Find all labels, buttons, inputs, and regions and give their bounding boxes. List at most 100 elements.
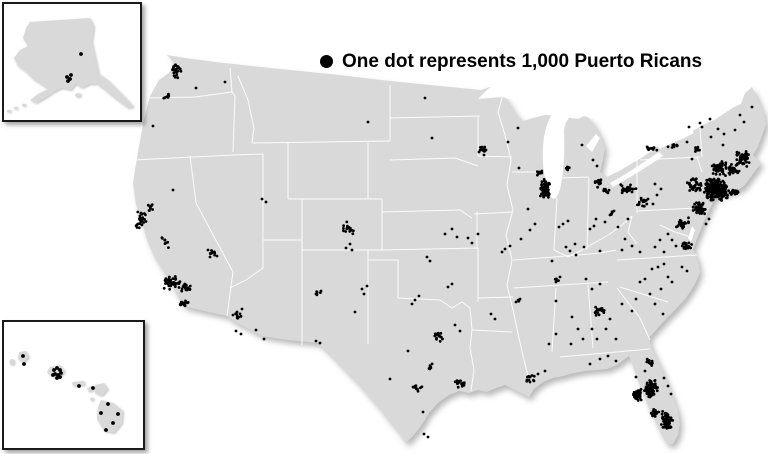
population-dot [169, 278, 173, 282]
population-dot [696, 201, 700, 205]
population-dot [685, 140, 689, 144]
population-dot [436, 333, 440, 337]
population-dot [581, 337, 585, 341]
population-dot [730, 163, 733, 166]
population-dot [595, 180, 599, 184]
population-dot [702, 190, 706, 194]
population-dot [419, 386, 422, 390]
population-dot [450, 227, 454, 231]
population-dot [621, 187, 625, 190]
population-dot [610, 211, 614, 214]
population-dot [705, 194, 709, 198]
population-dot [557, 279, 560, 282]
population-dot [652, 146, 655, 150]
alaska-map-svg [7, 18, 134, 113]
population-dot [687, 216, 690, 220]
population-dot [592, 224, 596, 228]
population-dot [104, 428, 108, 432]
population-dot [714, 183, 718, 187]
population-dot [639, 387, 643, 391]
population-dot [151, 208, 155, 211]
population-dot [425, 255, 429, 259]
population-dot [691, 205, 695, 209]
population-dot [179, 300, 183, 304]
us-landmass [133, 55, 766, 444]
population-dot [172, 71, 176, 75]
population-dot [663, 412, 667, 416]
population-dot [421, 410, 425, 414]
population-dot [350, 248, 354, 252]
population-dot [715, 185, 719, 189]
population-dot [727, 189, 730, 193]
population-dot [643, 369, 647, 373]
population-dot [722, 132, 726, 136]
population-dot [150, 203, 154, 207]
population-dot [687, 220, 690, 224]
population-dot [681, 242, 685, 246]
population-dot [648, 379, 652, 382]
population-dot [554, 332, 558, 336]
population-dot [662, 376, 666, 380]
population-dot [595, 307, 599, 311]
population-dot [596, 311, 599, 315]
population-dot [720, 186, 724, 190]
population-dot [683, 221, 687, 224]
population-dot [660, 412, 664, 416]
population-dot [439, 335, 443, 339]
population-dot [709, 178, 712, 181]
population-dot [699, 184, 703, 187]
population-dot [699, 182, 703, 185]
population-dot [362, 292, 366, 296]
population-dot [719, 166, 723, 170]
dot-layer-mainland [134, 63, 754, 439]
population-dot [422, 432, 426, 436]
population-dot [603, 220, 607, 224]
population-dot [455, 235, 459, 239]
saginaw-bay [586, 134, 600, 152]
population-dot [137, 226, 141, 230]
population-dot [750, 105, 754, 109]
population-dot [712, 168, 716, 171]
population-dot [712, 192, 715, 196]
population-dot [608, 317, 612, 321]
population-dot [661, 425, 665, 429]
population-dot [533, 222, 537, 226]
population-dot [607, 188, 611, 192]
population-dot [655, 148, 659, 152]
population-dot [716, 166, 720, 169]
population-dot [739, 158, 743, 162]
population-dot [450, 282, 454, 286]
population-dot [144, 213, 147, 217]
population-dot [517, 166, 521, 170]
population-dot [176, 65, 180, 68]
aleutian-island [22, 103, 26, 107]
population-dot [665, 424, 669, 428]
population-dot [742, 120, 746, 124]
population-dot [413, 298, 417, 302]
population-dot [735, 153, 739, 157]
population-dot [525, 379, 529, 383]
population-dot [629, 183, 632, 187]
population-dot [735, 170, 739, 174]
population-dot [714, 187, 718, 191]
population-dot [670, 146, 674, 149]
population-dot [526, 375, 529, 379]
population-dot [670, 280, 674, 284]
population-dot [138, 214, 142, 218]
population-dot [55, 366, 59, 370]
population-dot [604, 187, 607, 191]
population-dot [588, 227, 592, 231]
population-dot [620, 248, 624, 252]
population-dot [650, 267, 654, 271]
population-dot [709, 135, 713, 139]
population-dot [413, 384, 417, 388]
population-dot [342, 224, 345, 228]
population-dot [439, 331, 443, 335]
population-dot [718, 173, 722, 176]
population-dot [151, 124, 155, 128]
population-dot [582, 245, 586, 249]
population-dot [707, 217, 711, 221]
population-dot [435, 337, 438, 341]
population-dot [677, 220, 681, 224]
population-dot [185, 288, 189, 292]
